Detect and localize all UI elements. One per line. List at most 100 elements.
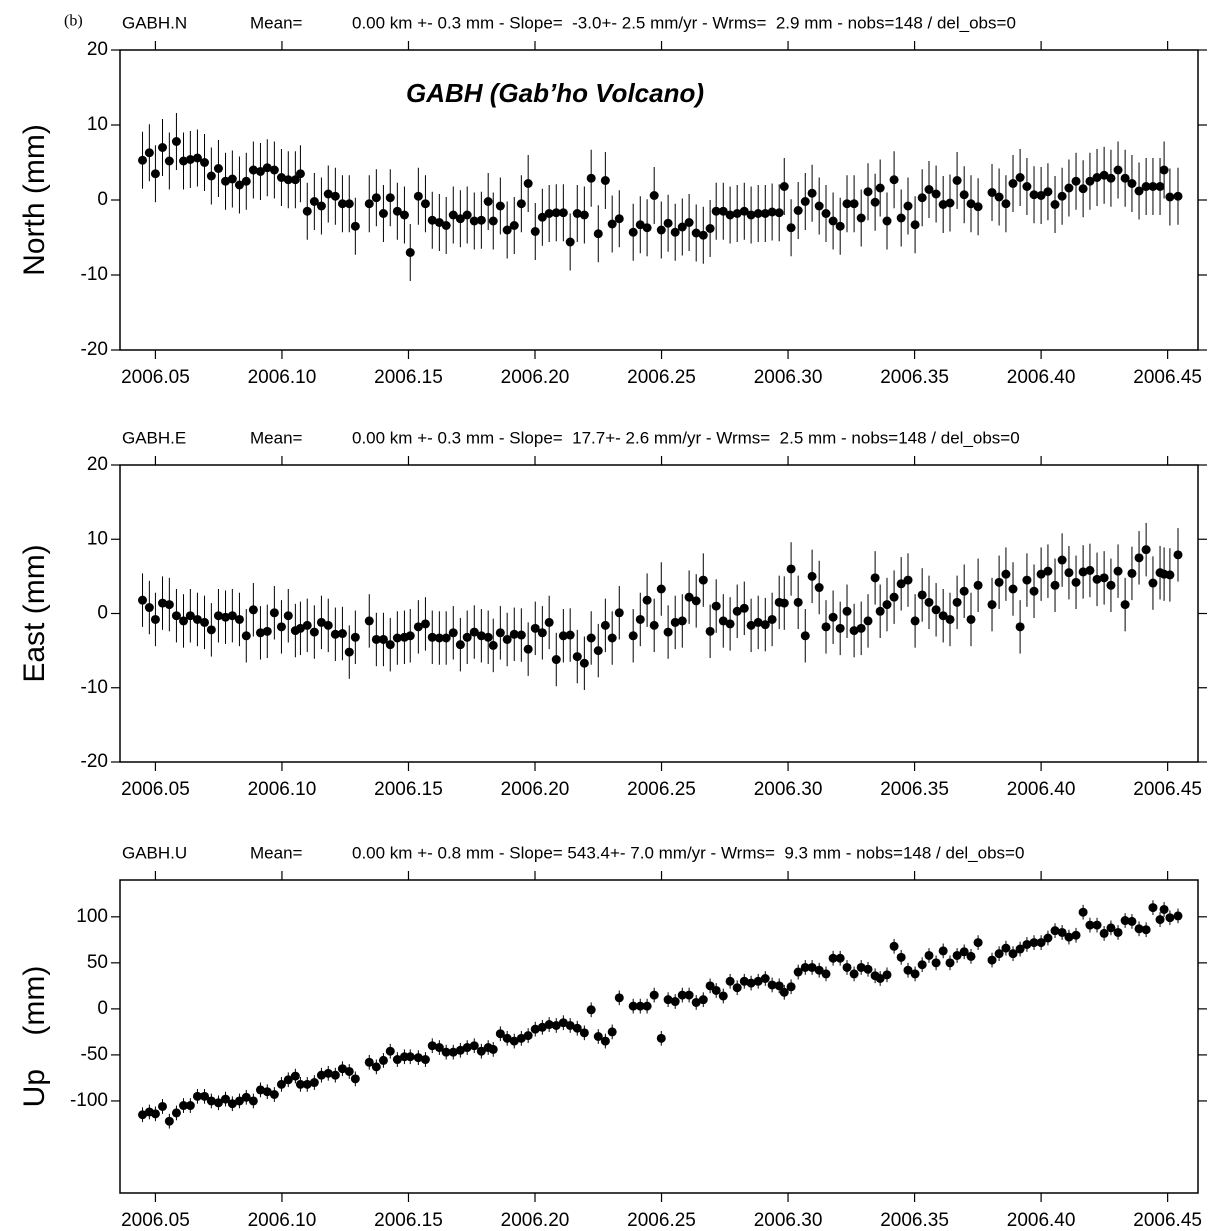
point: [572, 652, 582, 662]
point: [150, 1109, 160, 1119]
point: [718, 616, 728, 626]
point: [350, 1074, 360, 1084]
point: [1036, 191, 1046, 200]
point: [227, 611, 237, 621]
point: [889, 175, 899, 185]
point: [283, 175, 293, 185]
point: [705, 224, 715, 233]
point: [779, 598, 789, 608]
stats: 0.00 km +- 0.3 mm - Slope= -3.0+- 2.5 mm…: [352, 13, 1016, 32]
point: [476, 1046, 486, 1056]
point: [316, 201, 326, 211]
point: [290, 175, 300, 185]
point: [786, 223, 796, 233]
point: [1043, 566, 1053, 576]
point: [488, 1044, 498, 1054]
point: [551, 1020, 561, 1030]
point: [863, 616, 873, 626]
point: [483, 632, 493, 642]
point: [800, 631, 810, 641]
point: [945, 614, 955, 624]
point: [725, 976, 735, 986]
point: [1165, 570, 1175, 580]
point: [309, 1078, 319, 1088]
point: [842, 962, 852, 972]
point: [670, 617, 680, 627]
point: [295, 1079, 305, 1089]
point: [828, 612, 838, 622]
point: [502, 1033, 512, 1043]
point: [732, 209, 742, 218]
point: [255, 628, 265, 638]
point: [931, 189, 941, 199]
point: [842, 606, 852, 616]
point: [502, 225, 512, 235]
point: [427, 215, 437, 225]
point: [1001, 943, 1011, 953]
x-tick-label: 2006.35: [880, 367, 949, 388]
point: [917, 193, 927, 203]
point: [1085, 565, 1095, 575]
point: [138, 155, 148, 165]
point: [523, 644, 533, 654]
y-tick-label: 100: [76, 906, 108, 927]
point: [677, 990, 687, 1000]
point: [1015, 944, 1025, 954]
point: [1106, 923, 1116, 933]
point: [994, 949, 1004, 959]
y-tick-label: 10: [87, 114, 108, 135]
point: [558, 1018, 568, 1028]
point: [206, 1096, 216, 1106]
point: [495, 628, 505, 638]
point: [760, 620, 770, 630]
point: [753, 209, 763, 218]
point: [295, 169, 305, 179]
point: [593, 646, 603, 656]
point: [221, 176, 231, 186]
point: [413, 622, 423, 632]
point: [593, 1032, 603, 1041]
point: [530, 227, 540, 236]
point: [973, 580, 983, 590]
point: [1141, 925, 1151, 935]
point: [509, 221, 519, 230]
point: [875, 183, 885, 193]
point: [385, 1046, 395, 1056]
point: [910, 220, 920, 230]
point: [171, 611, 181, 621]
point: [586, 1005, 596, 1015]
point: [248, 165, 258, 175]
point: [1113, 566, 1123, 576]
point: [330, 1070, 340, 1080]
x-tick-label: 2006.20: [501, 1210, 570, 1226]
point: [138, 595, 148, 605]
point: [206, 625, 216, 635]
y-axis-label: East (mm): [18, 544, 51, 682]
point: [910, 616, 920, 626]
y-tick-label: 50: [87, 952, 108, 973]
point: [200, 1091, 210, 1101]
x-tick-label: 2006.15: [374, 367, 443, 388]
point: [786, 982, 796, 992]
point: [835, 623, 845, 633]
point: [959, 190, 969, 200]
point: [656, 225, 666, 235]
point: [1141, 182, 1151, 191]
point: [1036, 938, 1046, 948]
point: [1173, 911, 1183, 921]
point: [337, 199, 347, 209]
point: [924, 597, 934, 607]
point: [185, 155, 195, 164]
point: [1050, 926, 1060, 936]
point: [234, 180, 244, 190]
mean-label: Mean=: [250, 428, 303, 447]
point: [330, 191, 340, 201]
point: [572, 209, 582, 218]
point: [371, 1062, 381, 1072]
y-axis-label: North (mm): [18, 124, 51, 276]
x-tick-label: 2006.10: [248, 779, 317, 800]
point: [405, 248, 415, 257]
point: [821, 209, 831, 218]
point: [469, 1041, 479, 1051]
point: [455, 1045, 465, 1055]
